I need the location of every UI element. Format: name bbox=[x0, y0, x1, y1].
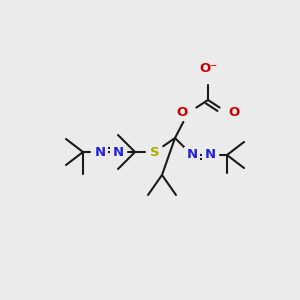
Text: N: N bbox=[204, 148, 216, 161]
Text: O⁻: O⁻ bbox=[199, 62, 217, 75]
Text: O: O bbox=[228, 106, 239, 119]
Text: N: N bbox=[186, 148, 198, 161]
Text: O: O bbox=[177, 106, 188, 119]
Text: N: N bbox=[94, 146, 106, 158]
Text: N: N bbox=[112, 146, 124, 158]
Text: S: S bbox=[150, 146, 160, 158]
